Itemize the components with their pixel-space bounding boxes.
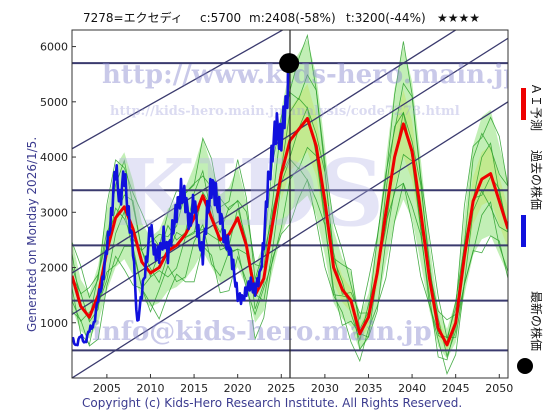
x-tick-label: 2005 [93,382,121,395]
y-tick-label: 2000 [40,262,68,275]
x-tick-label: 2025 [267,382,295,395]
rating-stars: ★★★★ [437,11,480,25]
past-price-line [72,62,291,347]
x-tick-label: 2040 [398,382,426,395]
stock-code-title: 7278=エクセディ [83,10,183,25]
generated-date-label: Generated on Monday 2026/1/5. [25,137,39,332]
legend-ai-label: ＡＩ予測 [529,83,543,131]
plot-frame [71,29,509,379]
x-tick-label: 2015 [180,382,208,395]
legend-past-swatch [521,215,526,247]
legend: ＡＩ予測 過去の株価 最新の株価 [517,83,544,374]
x-tick-label: 2030 [311,382,339,395]
watermark-email: info@kids-hero.main.jp [92,317,432,347]
legend-latest-marker [517,358,533,374]
y-tick-label: 1000 [40,317,68,330]
target-price: t:3200(-44%) [346,11,426,25]
min-price: m:2408(-58%) [249,11,336,25]
latest-price-dot [279,53,300,74]
y-tick-label: 3000 [40,206,68,219]
y-tick-label: 5000 [40,96,68,109]
x-tick-label: 2035 [354,382,382,395]
watermark-url: http://www.kids-hero.main.jp/ [102,60,532,90]
x-tick-label: 2020 [224,382,252,395]
trend-line [72,30,284,150]
watermark-large: KIDS [115,139,384,247]
y-tick-label: 6000 [40,41,68,54]
copyright-text: Copyright (c) Kids-Hero Research Institu… [82,396,462,410]
y-tick-label: 4000 [40,151,68,164]
x-tick-label: 2050 [485,382,513,395]
x-tick-label: 2045 [442,382,470,395]
current-price: c:5700 [200,11,241,25]
axis-ticks: 2005 2010 2015 2020 2025 2030 2035 2040 2045 2050… [40,41,513,395]
legend-ai-swatch [521,88,526,120]
x-tick-label: 2010 [136,382,164,395]
legend-past-label: 過去の株価 [529,150,544,210]
legend-latest-label: 最新の株価 [529,291,544,351]
